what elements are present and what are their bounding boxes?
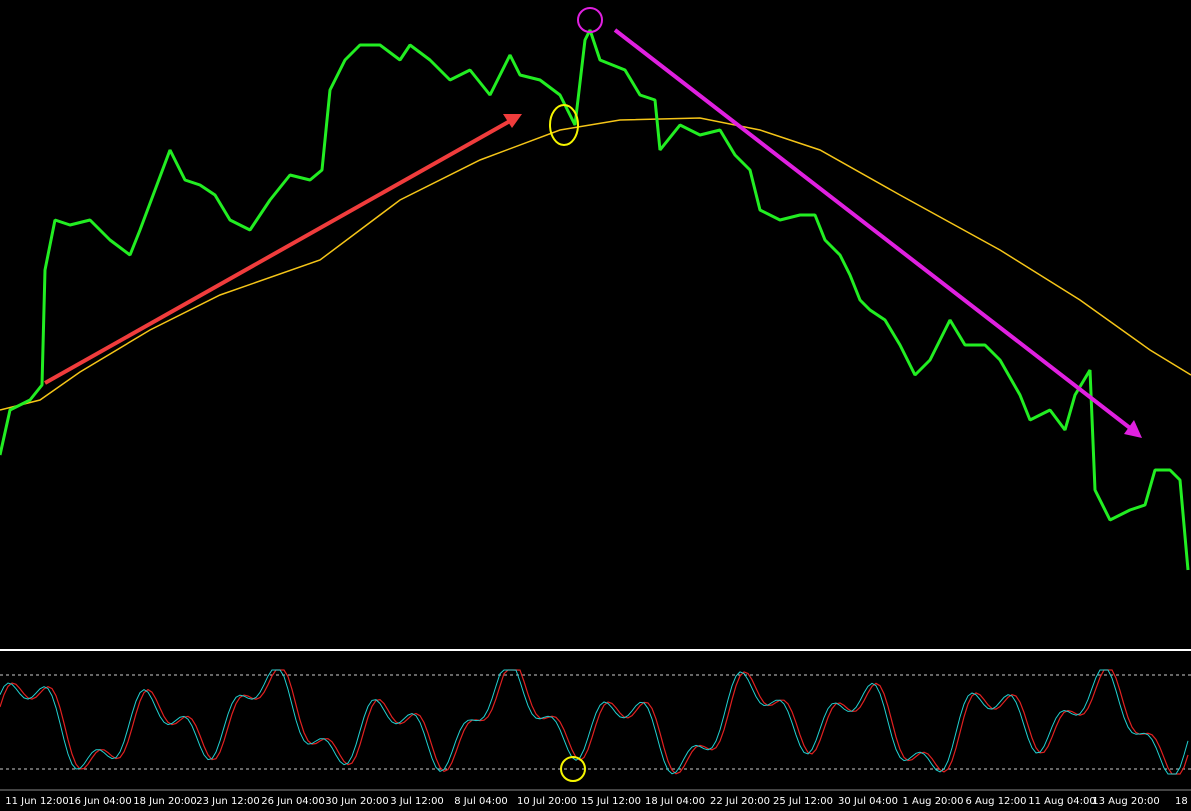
time-label: 18 Aug [1175, 796, 1191, 807]
time-labels: 11 Jun 12:00 16 Jun 04:00 18 Jun 20:00 23 J… [5, 796, 1191, 807]
time-label: 30 Jun 20:00 [325, 796, 389, 807]
stochastic-signal [0, 669, 1189, 775]
time-label: 18 Jul 04:00 [645, 796, 705, 807]
arrow-head-down [1124, 420, 1142, 438]
time-label: 15 Jul 12:00 [581, 796, 641, 807]
time-label: 13 Aug 20:00 [1092, 796, 1159, 807]
stochastic-main [0, 669, 1189, 775]
time-label: 26 Jun 04:00 [261, 796, 325, 807]
moving-average [0, 117, 1191, 411]
time-label: 6 Aug 12:00 [965, 796, 1026, 807]
oversold-marker [560, 756, 586, 782]
time-label: 8 Jul 04:00 [454, 796, 508, 807]
time-label: 30 Jul 04:00 [838, 796, 898, 807]
time-label: 3 Jul 12:00 [390, 796, 444, 807]
time-label: 22 Jul 20:00 [710, 796, 770, 807]
time-label: 16 Jun 04:00 [68, 796, 132, 807]
arrow-head-up [503, 114, 522, 128]
time-label: 18 Jun 20:00 [133, 796, 197, 807]
time-label: 10 Jul 20:00 [517, 796, 577, 807]
time-label: 11 Aug 04:00 [1028, 796, 1095, 807]
time-label: 11 Jun 12:00 [5, 796, 69, 807]
time-label: 25 Jul 12:00 [773, 796, 833, 807]
peak-marker [577, 7, 603, 33]
dip-marker [549, 104, 579, 146]
trend-arrow-down [613, 28, 1132, 430]
price-candles [0, 29, 1190, 571]
trend-arrow-up [44, 119, 511, 385]
time-label: 1 Aug 20:00 [902, 796, 963, 807]
time-label: 23 Jun 12:00 [196, 796, 260, 807]
